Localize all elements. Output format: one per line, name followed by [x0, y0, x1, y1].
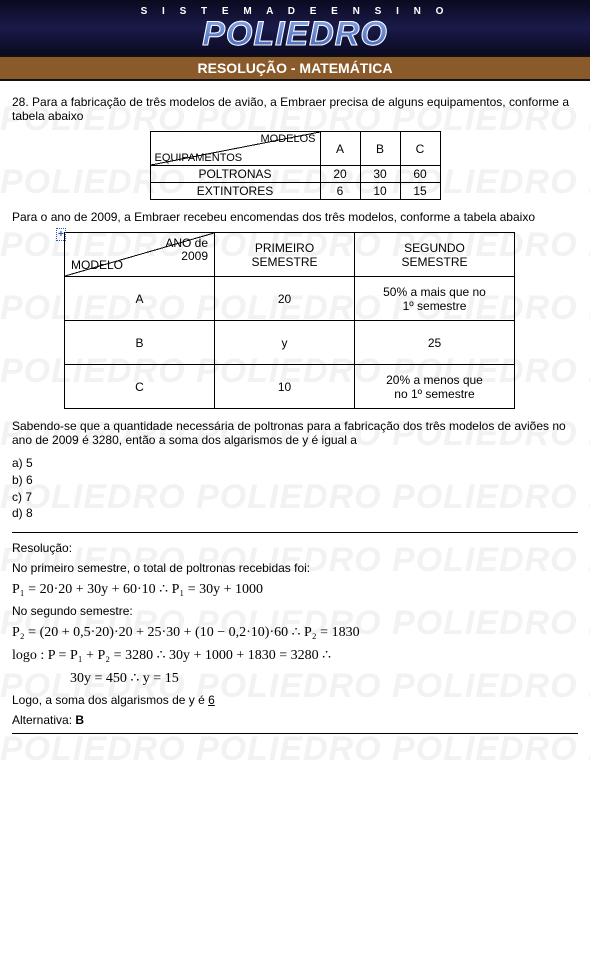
solution-eq2: P₂ = (20 + 0,5·20)·20 + 25·30 + (10 − 0,…	[12, 624, 578, 641]
table1-cell: 60	[400, 166, 440, 183]
option-c: c) 7	[12, 489, 578, 506]
table1-col-b: B	[360, 132, 400, 166]
table1-row0-label: POLTRONAS	[150, 166, 320, 183]
option-b: b) 6	[12, 472, 578, 489]
header-subtitle: RESOLUÇÃO - MATEMÁTICA	[0, 55, 590, 81]
table2-model: A	[65, 277, 215, 321]
table-row: POLTRONAS 20 30 60	[150, 166, 440, 183]
solution-eq3b: 30y = 450 ∴ y = 15	[12, 670, 578, 687]
question-intro: 28. Para a fabricação de três modelos de…	[12, 95, 578, 123]
table2-cell: 20% a menos que no 1º semestre	[355, 365, 515, 409]
options-list: a) 5 b) 6 c) 7 d) 8	[12, 455, 578, 522]
table1-diag-cell: MODELOS EQUIPAMENTOS	[150, 132, 320, 166]
table2-cell: 20	[215, 277, 355, 321]
option-d: d) 8	[12, 505, 578, 522]
table1-cell: 10	[360, 183, 400, 200]
question-tail: Sabendo-se que a quantidade necessária d…	[12, 419, 578, 447]
table2-cell: 50% a mais que no 1º semestre	[355, 277, 515, 321]
solution-conclusion: Logo, a soma dos algarismos de y é 6	[12, 693, 578, 707]
table1-diag-bottom: EQUIPAMENTOS	[155, 152, 243, 164]
table1-row1-label: EXTINTORES	[150, 183, 320, 200]
table2-diag-top: ANO de 2009	[165, 237, 208, 263]
conc-pre: Logo, a soma dos algarismos de y é	[12, 693, 208, 707]
solution-title: Resolução:	[12, 541, 578, 555]
table1-cell: 15	[400, 183, 440, 200]
option-a: a) 5	[12, 455, 578, 472]
table1-col-a: A	[320, 132, 360, 166]
table2-cell: y	[215, 321, 355, 365]
solution-eq3b-text: 30y = 450 ∴ y = 15	[12, 670, 179, 687]
solution-line1: No primeiro semestre, o total de poltron…	[12, 561, 578, 575]
separator-bottom	[12, 733, 578, 734]
separator	[12, 532, 578, 533]
table2-diag-bottom: MODELO	[71, 258, 123, 272]
table-row: EXTINTORES 6 10 15	[150, 183, 440, 200]
table-row: C 10 20% a menos que no 1º semestre	[65, 365, 515, 409]
conc-val: 6	[208, 693, 215, 707]
table2-diag-cell: ANO de 2009 MODELO	[65, 233, 215, 277]
table-row: A 20 50% a mais que no 1º semestre	[65, 277, 515, 321]
table1-col-c: C	[400, 132, 440, 166]
alternative-line: Alternativa: B	[12, 713, 578, 727]
orders-intro-text: Para o ano de 2009, a Embraer recebeu en…	[12, 210, 535, 224]
alt-value: B	[75, 713, 84, 727]
table1-cell: 20	[320, 166, 360, 183]
alt-label: Alternativa:	[12, 713, 75, 727]
table2-model: C	[65, 365, 215, 409]
table2-cell: 25	[355, 321, 515, 365]
solution-eq1: P₁ = 20·20 + 30y + 60·10 ∴ P₁ = 30y + 10…	[12, 581, 578, 598]
orders-intro: Para o ano de 2009, a Embraer recebeu en…	[12, 210, 578, 224]
table2-header-2: SEGUNDO SEMESTRE	[355, 233, 515, 277]
header-brand: POLIEDRO	[0, 17, 590, 55]
table1-cell: 6	[320, 183, 360, 200]
table1-cell: 30	[360, 166, 400, 183]
equipment-table: MODELOS EQUIPAMENTOS A B C POLTRONAS 20 …	[150, 131, 441, 200]
table2-cell: 10	[215, 365, 355, 409]
table2-header-1: PRIMEIRO SEMESTRE	[215, 233, 355, 277]
solution-eq3a: logo : P = P₁ + P₂ = 3280 ∴ 30y + 1000 +…	[12, 647, 578, 664]
table-row: B y 25	[65, 321, 515, 365]
table2-model: B	[65, 321, 215, 365]
solution-line2: No segundo semestre:	[12, 604, 578, 618]
table1-diag-top: MODELOS	[260, 133, 315, 145]
page-header: S I S T E M A D E E N S I N O POLIEDRO	[0, 0, 590, 55]
solution-block: Resolução: No primeiro semestre, o total…	[12, 541, 578, 727]
orders-table: ANO de 2009 MODELO PRIMEIRO SEMESTRE SEG…	[64, 232, 515, 409]
